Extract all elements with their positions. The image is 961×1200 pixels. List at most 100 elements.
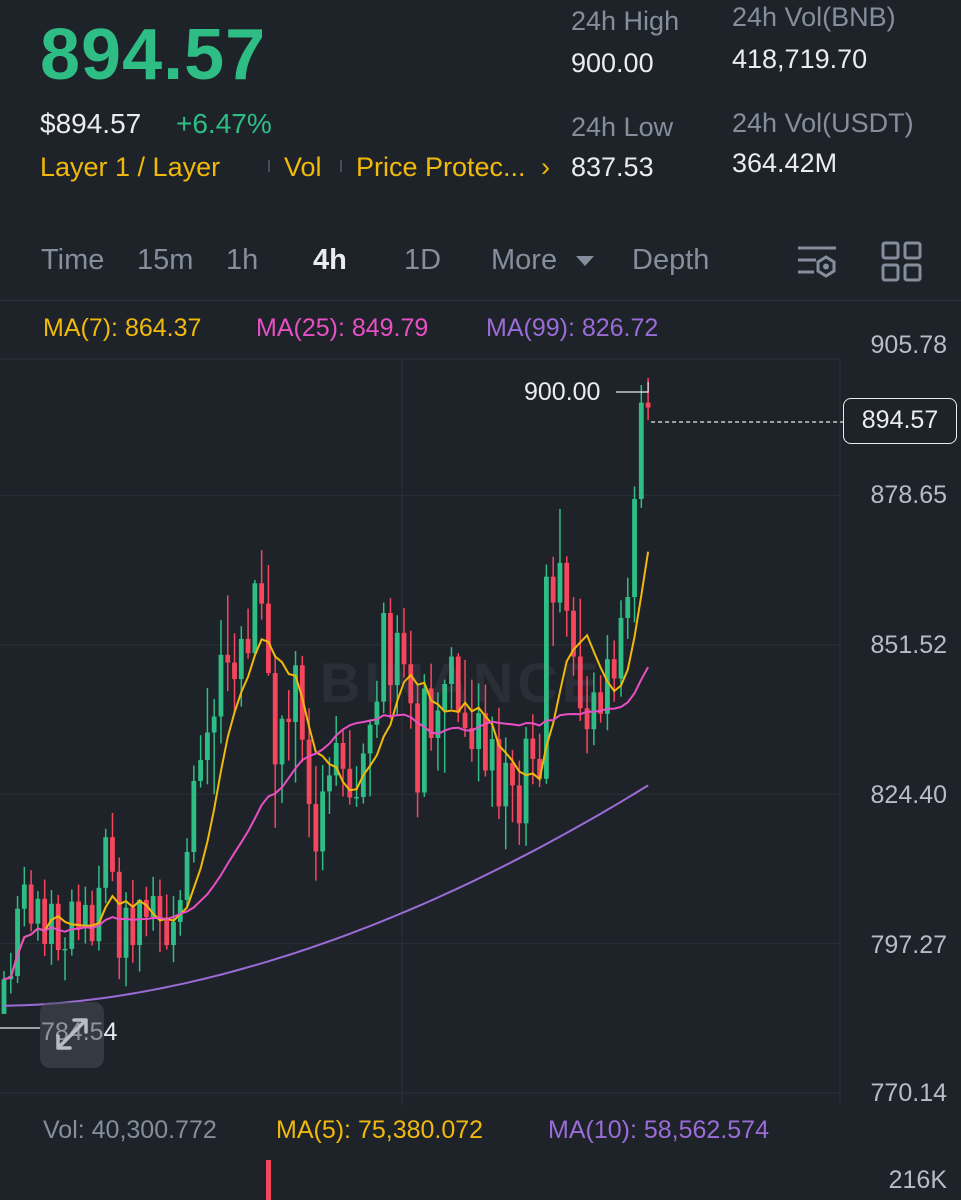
candle-body (482, 713, 488, 771)
candle-body (177, 899, 183, 922)
candle-body (618, 617, 624, 679)
candle-body (286, 718, 292, 723)
candle-body (42, 898, 48, 944)
y-tick: 905.78 (870, 331, 947, 359)
candle-body (367, 724, 373, 754)
candle-body (225, 654, 231, 663)
chevron-right-icon[interactable]: › (541, 152, 550, 182)
candle-body (496, 739, 502, 807)
candle-body (313, 804, 319, 852)
candle-body (293, 665, 298, 723)
moving-averages (0, 381, 843, 1029)
high-marker-leader (616, 381, 649, 393)
grid-layout-icon[interactable] (880, 240, 924, 284)
ma7-line (3, 551, 650, 981)
candle-body (455, 656, 461, 713)
y-tick: 878.65 (870, 481, 947, 509)
candle-body (598, 692, 604, 714)
candle-body (35, 898, 41, 924)
high-marker-label: 900.00 (524, 378, 601, 406)
tab-1h[interactable]: 1h (226, 244, 259, 276)
candle-body (1, 979, 7, 1014)
candle-body (340, 742, 346, 769)
candle-body (205, 732, 210, 761)
stat-vol-quote-value: 364.42M (732, 148, 838, 178)
candle-body (49, 903, 54, 944)
candle-body (232, 662, 237, 680)
candle-body (62, 948, 68, 951)
candle-body (449, 656, 454, 685)
tab-divider (0, 300, 961, 301)
y-tick: 824.40 (870, 781, 947, 809)
tab-4h[interactable]: 4h (313, 244, 347, 276)
candle-body (374, 701, 380, 725)
candle-body (198, 760, 204, 781)
candle-body (238, 638, 244, 680)
volume-label: Vol: 40,300.772 (43, 1116, 217, 1144)
candle-body (388, 612, 393, 686)
expand-chart-icon[interactable] (40, 1002, 104, 1068)
candle-body (476, 713, 481, 750)
candle-body (638, 402, 644, 499)
candle-body (442, 684, 448, 711)
candle-body (252, 583, 258, 654)
candle-body (150, 896, 156, 917)
candle-body (96, 887, 102, 942)
tag-vol[interactable]: Vol (284, 152, 322, 182)
candle-body (110, 837, 115, 872)
volume-ma5-label: MA(5): 75,380.072 (276, 1116, 484, 1144)
chart-grid (0, 358, 841, 1105)
candle-body (103, 837, 109, 888)
current-price-tag[interactable]: 894.57 (843, 398, 957, 444)
tab-15m[interactable]: 15m (137, 244, 194, 276)
candle-body (157, 896, 163, 920)
candle-body (89, 904, 95, 942)
candle-body (408, 664, 414, 704)
candle-body (645, 402, 651, 408)
tag-layer1[interactable]: Layer 1 / Layer (40, 152, 221, 182)
candle-body (164, 919, 170, 946)
candle-body (137, 899, 142, 946)
candle-body (584, 708, 590, 730)
candle-body (489, 739, 495, 771)
indicator-settings-icon[interactable] (796, 240, 840, 284)
y-tick: 770.14 (870, 1079, 947, 1107)
candle-body (347, 768, 353, 798)
candle-body (605, 659, 610, 714)
candle-body (401, 632, 407, 665)
volume-ma10-label: MA(10): 58,562.574 (548, 1116, 769, 1144)
tab-depth[interactable]: Depth (632, 244, 710, 276)
candle-body (435, 710, 441, 739)
candle-body (327, 775, 332, 792)
caret-down-icon[interactable] (576, 256, 594, 266)
price-change-percent: +6.47% (176, 108, 272, 139)
stat-high-label: 24h High (571, 6, 680, 36)
candle-body (76, 901, 81, 929)
stat-high-value: 900.00 (571, 48, 654, 78)
usd-price: $894.57 (40, 108, 142, 139)
ma99-label: MA(99): 826.72 (486, 314, 659, 342)
tab-more[interactable]: More (491, 244, 558, 276)
stat-vol-base-value: 418,719.70 (732, 44, 868, 74)
candle-body (469, 728, 475, 750)
candle-body (632, 498, 637, 598)
candle-body (82, 904, 88, 929)
candle-body (15, 908, 20, 976)
candle-body (394, 632, 400, 686)
y-tick: 851.52 (870, 631, 947, 659)
tab-time[interactable]: Time (41, 244, 105, 276)
last-price: 894.57 (40, 15, 267, 95)
ma25-label: MA(25): 849.79 (256, 314, 429, 342)
candle-body (381, 612, 387, 702)
candle-body (557, 562, 563, 603)
candle-body (428, 688, 434, 739)
tag-price-protection[interactable]: Price Protec... (356, 152, 526, 182)
candle-body (21, 884, 27, 909)
candle-body (544, 576, 549, 779)
candle-body (516, 785, 522, 824)
tab-1d[interactable]: 1D (404, 244, 442, 276)
candle-body (564, 562, 570, 611)
candle-body (510, 762, 515, 786)
volume-bar (266, 1160, 271, 1200)
